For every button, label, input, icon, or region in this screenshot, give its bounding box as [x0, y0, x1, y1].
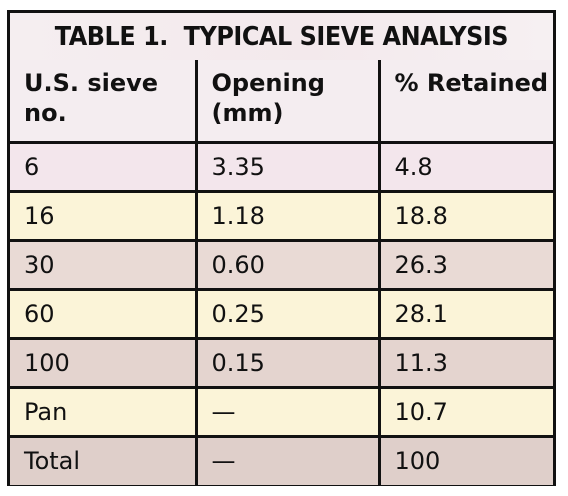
table-row: Pan — 10.7 [10, 385, 553, 438]
cell-opening: 1.18 [194, 189, 381, 242]
cell-sieve-no: 60 [10, 287, 198, 340]
cell-sieve-no: Total [10, 434, 198, 485]
table-row-total: Total — 100 [10, 434, 553, 485]
table-row: 30 0.60 26.3 [10, 238, 553, 291]
cell-sieve-no: 6 [10, 140, 198, 193]
table-row: 16 1.18 18.8 [10, 189, 553, 242]
sieve-analysis-table-frame: TABLE 1. TYPICAL SIEVE ANALYSIS U.S. sie… [7, 10, 556, 486]
table-row: 60 0.25 28.1 [10, 287, 553, 340]
cell-opening: 0.25 [194, 287, 381, 340]
cell-opening: 0.15 [194, 336, 381, 389]
table-row: 100 0.15 11.3 [10, 336, 553, 389]
table-row: 6 3.35 4.8 [10, 140, 553, 193]
header-row: U.S. sieve no. Opening (mm) % Retained [10, 60, 553, 144]
column-header-sieve-no: U.S. sieve no. [10, 60, 198, 144]
cell-opening: — [194, 385, 381, 438]
cell-opening: 0.60 [194, 238, 381, 291]
cell-sieve-no: Pan [10, 385, 198, 438]
cell-retained: 18.8 [377, 189, 553, 242]
cell-sieve-no: 100 [10, 336, 198, 389]
cell-opening: 3.35 [194, 140, 381, 193]
cell-opening: — [194, 434, 381, 485]
table-title: TABLE 1. TYPICAL SIEVE ANALYSIS [54, 21, 509, 52]
cell-retained: 100 [377, 434, 553, 485]
cell-retained: 10.7 [377, 385, 553, 438]
cell-sieve-no: 16 [10, 189, 198, 242]
column-header-retained: % Retained [377, 60, 553, 144]
cell-sieve-no: 30 [10, 238, 198, 291]
cell-retained: 4.8 [377, 140, 553, 193]
cell-retained: 28.1 [377, 287, 553, 340]
table-title-bar: TABLE 1. TYPICAL SIEVE ANALYSIS [10, 13, 553, 63]
sieve-analysis-table: U.S. sieve no. Opening (mm) % Retained 6… [10, 60, 553, 485]
cell-retained: 11.3 [377, 336, 553, 389]
cell-retained: 26.3 [377, 238, 553, 291]
column-header-opening: Opening (mm) [194, 60, 381, 144]
